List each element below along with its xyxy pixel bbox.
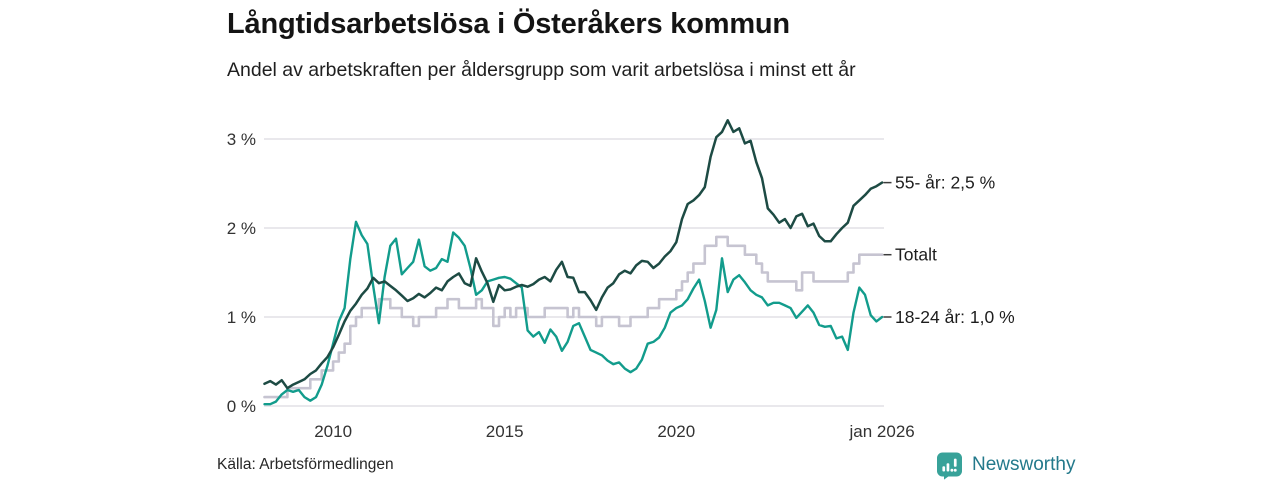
x-tick-label: jan 2026 bbox=[849, 422, 915, 441]
series-line-18-24 år bbox=[263, 220, 884, 406]
source-note: Källa: Arbetsförmedlingen bbox=[217, 456, 394, 473]
newsworthy-brand-name: Newsworthy bbox=[972, 454, 1076, 475]
y-tick-label: 2 % bbox=[227, 219, 256, 238]
chart-subtitle: Andel av arbetskraften per åldersgrupp s… bbox=[227, 59, 856, 81]
x-tick-label: 2015 bbox=[486, 422, 524, 441]
newsworthy-logo-icon bbox=[937, 452, 962, 480]
series-end-label: Totalt bbox=[895, 245, 937, 265]
y-tick-label: 1 % bbox=[227, 308, 256, 327]
y-tick-label: 0 % bbox=[227, 397, 256, 416]
series-end-label: 55- år: 2,5 % bbox=[895, 173, 995, 193]
series-end-label: 18-24 år: 1,0 % bbox=[895, 307, 1015, 327]
x-tick-label: 2020 bbox=[657, 422, 695, 441]
newsworthy-brand-link[interactable]: Newsworthy bbox=[936, 450, 1075, 480]
x-tick-label: 2010 bbox=[314, 422, 352, 441]
series-line-Totalt bbox=[263, 235, 884, 399]
series-line-55- år bbox=[263, 119, 884, 390]
y-tick-label: 3 % bbox=[227, 130, 256, 149]
chart-title: Långtidsarbetslösa i Österåkers kommun bbox=[227, 8, 790, 40]
